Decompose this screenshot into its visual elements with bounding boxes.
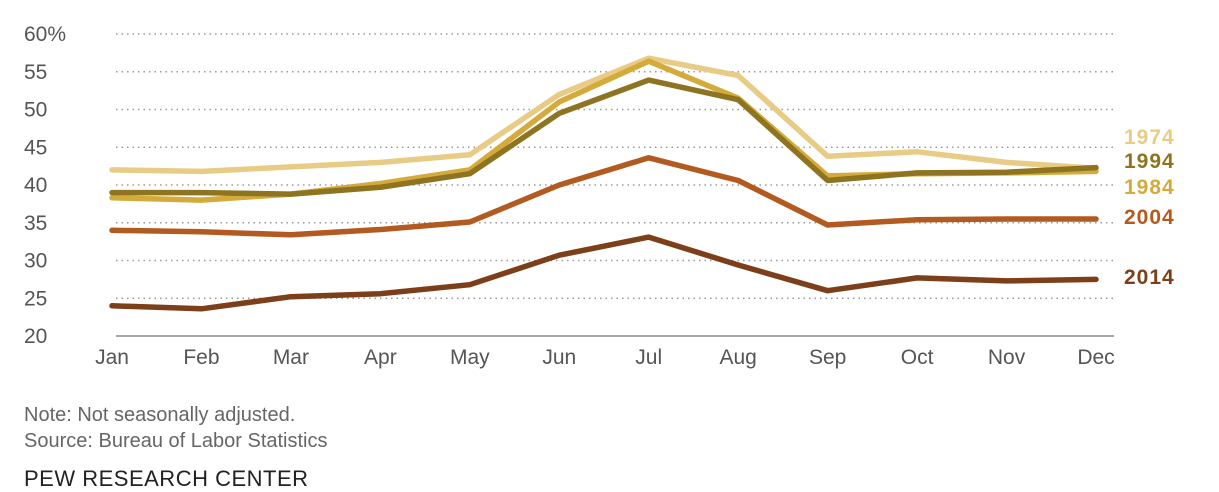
gridlines xyxy=(116,33,1114,337)
x-tick-label: May xyxy=(450,346,490,369)
y-tick-label: 40 xyxy=(24,174,47,197)
x-axis-tick-labels: Jan Feb Mar Apr May Jun Jul Aug Sep Oct Nov Dec xyxy=(95,346,1115,369)
series-label-2014: 2014 xyxy=(1124,266,1175,289)
y-tick-label: 55 xyxy=(24,61,47,84)
y-tick-label: 30 xyxy=(24,250,47,273)
x-tick-label: Aug xyxy=(719,346,756,369)
x-tick-label: Jul xyxy=(635,346,662,369)
x-tick-label: Apr xyxy=(364,346,397,369)
series-line-1974 xyxy=(109,55,1099,175)
x-tick-label: Sep xyxy=(809,346,846,369)
series-line-2014 xyxy=(109,234,1099,312)
series-lines xyxy=(109,55,1099,312)
y-tick-label: 45 xyxy=(24,136,47,159)
y-tick-label: 20 xyxy=(24,325,47,348)
y-tick-label: 35 xyxy=(24,212,47,235)
series-label-1984: 1984 xyxy=(1124,176,1175,199)
x-tick-label: Nov xyxy=(988,346,1026,369)
chart-note: Note: Not seasonally adjusted. xyxy=(24,404,296,426)
series-label-1994: 1994 xyxy=(1124,150,1175,173)
line-chart: 60% 55 50 45 40 35 30 25 20 Jan Feb Mar Apr May Jun Ju… xyxy=(24,23,1175,369)
y-axis-tick-labels: 60% 55 50 45 40 35 30 25 20 xyxy=(24,23,66,348)
x-tick-label: Dec xyxy=(1077,346,1114,369)
x-tick-label: Jun xyxy=(542,346,576,369)
series-line-1984 xyxy=(109,58,1099,203)
series-labels: 1974 1984 1994 2004 2014 xyxy=(1124,126,1175,289)
series-label-2004: 2004 xyxy=(1124,206,1175,229)
series-line-2004 xyxy=(109,155,1099,238)
x-tick-label: Feb xyxy=(183,346,219,369)
y-tick-label: 50 xyxy=(24,99,47,122)
y-tick-label: 60% xyxy=(24,23,66,46)
series-line-1994 xyxy=(109,77,1099,197)
chart-source: Source: Bureau of Labor Statistics xyxy=(24,430,328,452)
x-tick-label: Mar xyxy=(273,346,309,369)
brand-footer: PEW RESEARCH CENTER xyxy=(24,466,309,491)
series-label-1974: 1974 xyxy=(1124,126,1175,149)
y-tick-label: 25 xyxy=(24,287,47,310)
x-tick-label: Jan xyxy=(95,346,129,369)
x-tick-label: Oct xyxy=(901,346,934,369)
